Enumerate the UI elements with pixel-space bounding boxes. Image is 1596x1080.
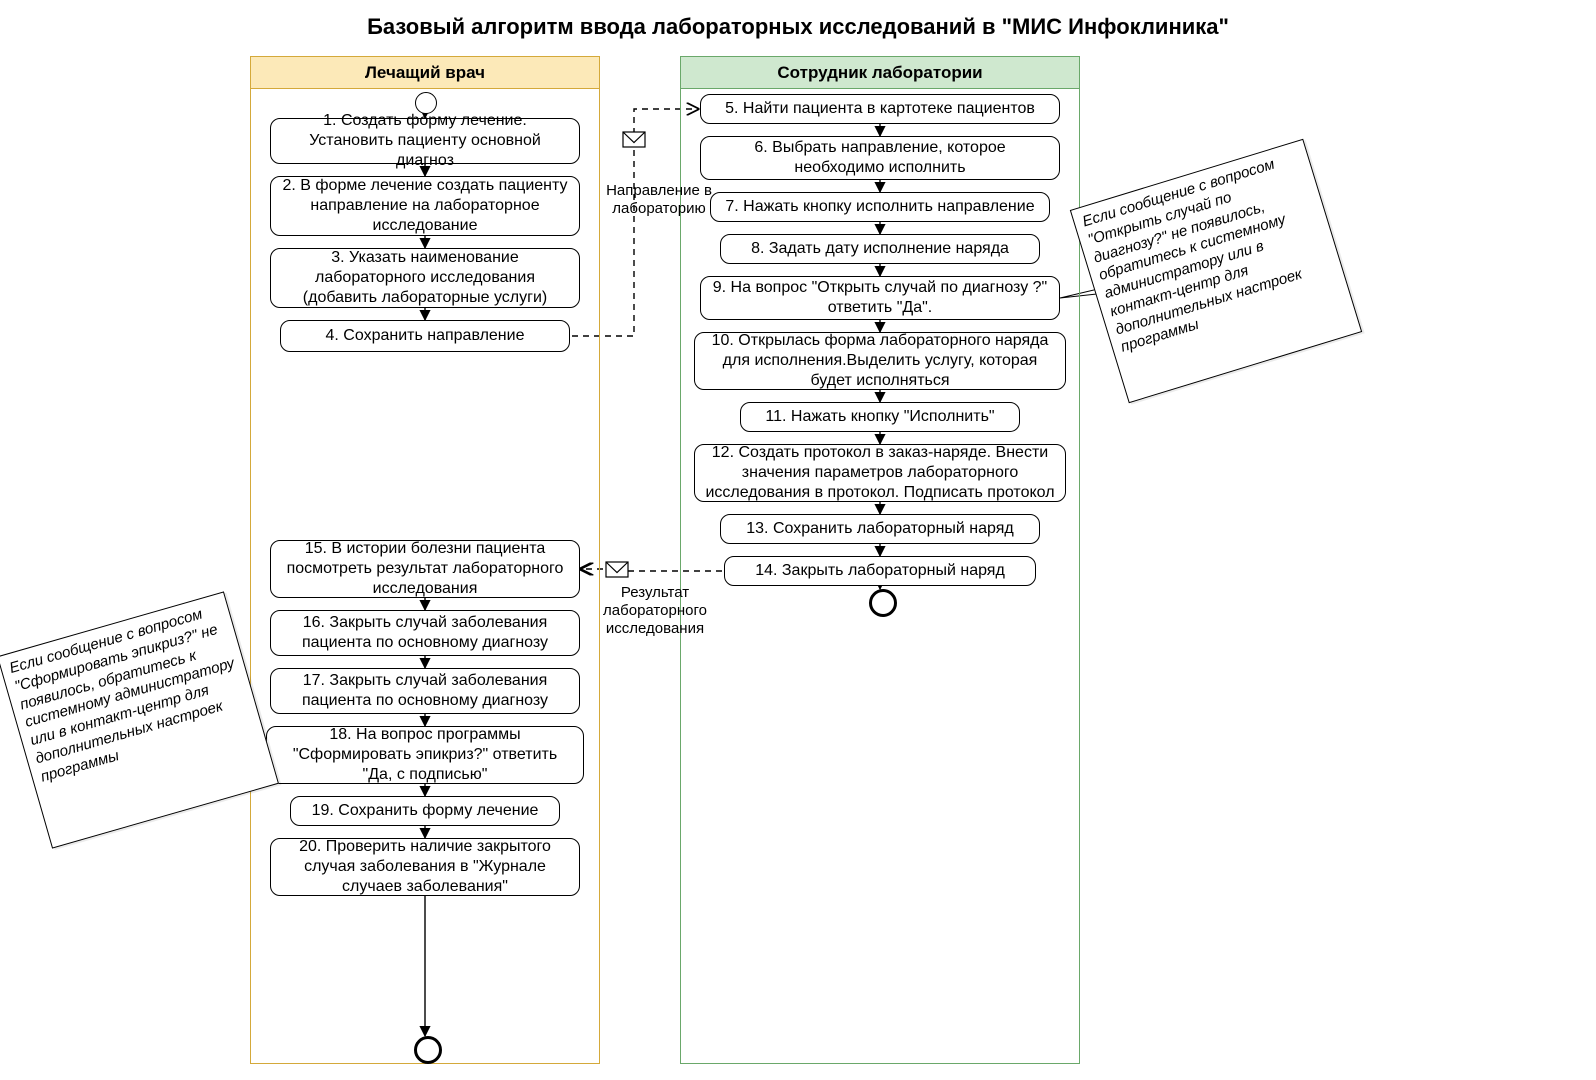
step-n7: 7. Нажать кнопку исполнить направление <box>710 192 1050 222</box>
step-n13: 13. Сохранить лабораторный наряд <box>720 514 1040 544</box>
terminator-end_doc <box>414 1036 442 1064</box>
swimlane-header-lab: Сотрудник лаборатории <box>681 57 1079 89</box>
step-n3: 3. Указать наименование лабораторного ис… <box>270 248 580 308</box>
step-n2: 2. В форме лечение создать пациенту напр… <box>270 176 580 236</box>
step-n17: 17. Закрыть случай заболевания пациента … <box>270 668 580 714</box>
swimlane-header-doctor: Лечащий врач <box>251 57 599 89</box>
step-n15: 15. В истории болезни пациента посмотрет… <box>270 540 580 598</box>
diagram-canvas: Лечащий врач Сотрудник лаборатории 1. Созд… <box>0 0 1596 1080</box>
step-n10: 10. Открылась форма лабораторного наряда… <box>694 332 1066 390</box>
step-n18: 18. На вопрос программы "Сформировать эп… <box>266 726 584 784</box>
terminator-start_doc <box>415 92 437 114</box>
step-n19: 19. Сохранить форму лечение <box>290 796 560 826</box>
message-icon <box>606 562 628 577</box>
message-label-m1: Направление в лабораторию <box>604 182 714 218</box>
step-n9: 9. На вопрос "Открыть случай по диагнозу… <box>700 276 1060 320</box>
step-n4: 4. Сохранить направление <box>280 320 570 352</box>
annotation-note_l: Если сообщение с вопросом "Сформировать … <box>0 591 279 848</box>
step-n14: 14. Закрыть лабораторный наряд <box>724 556 1036 586</box>
message-icon <box>623 132 645 147</box>
step-n5: 5. Найти пациента в картотеке пациентов <box>700 94 1060 124</box>
step-n12: 12. Создать протокол в заказ-наряде. Вне… <box>694 444 1066 502</box>
step-n20: 20. Проверить наличие закрытого случая з… <box>270 838 580 896</box>
diagram-title: Базовый алгоритм ввода лабораторных иссл… <box>0 14 1596 40</box>
step-n16: 16. Закрыть случай заболевания пациента … <box>270 610 580 656</box>
message-label-m2: Результат лабораторного исследования <box>590 584 720 638</box>
annotation-note_r: Если сообщение с вопросом "Открыть случа… <box>1070 139 1362 404</box>
step-n6: 6. Выбрать направление, которое необходи… <box>700 136 1060 180</box>
step-n8: 8. Задать дату исполнение наряда <box>720 234 1040 264</box>
step-n1: 1. Создать форму лечение. Установить пац… <box>270 118 580 164</box>
step-n11: 11. Нажать кнопку "Исполнить" <box>740 402 1020 432</box>
terminator-end_lab <box>869 589 897 617</box>
